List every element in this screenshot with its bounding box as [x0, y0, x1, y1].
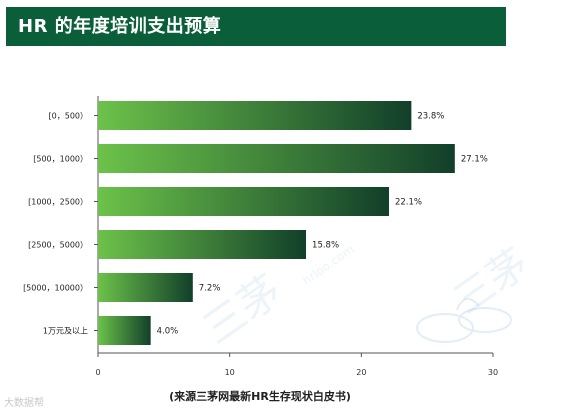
bar	[98, 187, 389, 216]
chart-bars	[98, 101, 455, 345]
source-note: (来源三茅网最新HR生存现状白皮书)	[169, 390, 351, 403]
x-tick-label: 10	[225, 368, 235, 377]
bar	[98, 273, 193, 302]
category-label: [0，500）	[49, 112, 88, 121]
bar	[98, 230, 307, 259]
category-label: 1万元及以上	[43, 327, 88, 336]
x-tick-label: 0	[95, 368, 100, 377]
category-label: [2500，5000）	[28, 241, 88, 250]
value-label: 23.8%	[417, 112, 444, 122]
value-label: 15.8%	[312, 241, 339, 251]
bar	[98, 101, 412, 130]
chart-title: HR 的年度培训支出预算	[6, 7, 506, 46]
category-label: [1000，2500）	[28, 198, 88, 207]
bar	[98, 316, 151, 345]
category-label: [500，1000）	[33, 155, 88, 164]
chart-labels: [0，500） 23.8% [500，1000） 27.1% [1000，2500） 22…	[23, 112, 488, 337]
x-tick-label: 30	[488, 368, 498, 377]
chart-axes: 0 10 20 30	[94, 96, 498, 377]
value-label: 27.1%	[461, 155, 488, 165]
x-tick-label: 20	[356, 368, 366, 377]
value-label: 4.0%	[157, 327, 179, 337]
value-label: 7.2%	[199, 284, 221, 294]
value-label: 22.1%	[395, 198, 422, 208]
bar	[98, 144, 455, 173]
corner-watermark: 大数据帮	[4, 398, 44, 409]
category-label: [5000，10000）	[23, 284, 88, 293]
